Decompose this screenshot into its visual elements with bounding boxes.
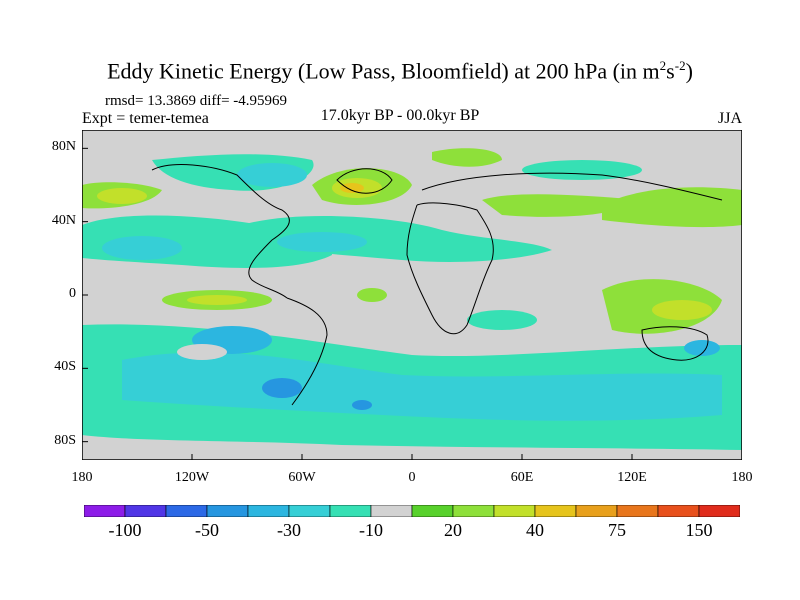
colorbar-cell [698,505,740,517]
lat-label: 0 [69,286,76,301]
colorbar-cell [534,505,577,517]
lon-label: 120E [617,470,647,485]
colorbar-label: -50 [195,520,219,540]
n-pacific-positive [602,187,742,228]
s-atlantic-low [352,400,372,410]
season-label: JJA [717,110,742,127]
colorbar-cell [493,505,536,517]
lat-label: 80S [54,432,76,448]
colorbar-label: -30 [277,520,301,540]
tropical-atlantic-positive [357,288,387,302]
atlantic-core [277,232,367,252]
experiment-label: Expt = temer-temea [82,110,209,127]
australia-coast [641,326,709,361]
lon-label: 0 [408,470,416,485]
lon-label: 180 [71,470,93,485]
lat-label: 80N [51,139,76,155]
gap-south-pacific [177,344,227,360]
stats-text: rmsd= 13.3869 diff= -4.95969 [105,93,288,109]
colorbar-cell [165,505,208,517]
s-america-low [262,378,302,398]
colorbar-cell [575,505,618,517]
lon-label: 60E [510,470,534,485]
map-plot [82,130,742,460]
south-america-coast [286,297,328,406]
colorbar-cell [124,505,167,517]
map-field [82,130,742,460]
colorbar-cell [616,505,659,517]
lat-label: 40N [51,212,76,228]
arctic-negative [522,160,642,180]
canada-core [237,163,307,187]
eurasia-coast [421,172,723,201]
greenland-coast [336,168,393,194]
colorbar-label: 40 [526,520,544,540]
colorbar [84,505,740,517]
n-pacific-core [102,236,182,260]
colorbar-cell [84,505,126,517]
colorbar-cell [452,505,495,517]
colorbar-label: -100 [108,520,142,540]
colorbar-label: -10 [359,520,383,540]
north-america-coast [151,164,290,299]
lon-label: 120W [174,470,210,485]
colorbar-label: 150 [685,520,713,540]
colorbar-cell [370,505,413,517]
australia-low [684,340,720,356]
maritime-continent-core [652,300,712,320]
colorbar-cell [657,505,700,517]
colorbar-cell [329,505,372,517]
dateline-core [97,188,147,204]
southern-ocean-core [122,352,722,421]
coastlines [151,164,723,406]
colorbar-cell [411,505,454,517]
n-atlantic-positive-peak [340,183,364,193]
colorbar-label: 75 [608,520,626,540]
colorbar-cells [84,505,740,517]
lat-label: 40S [54,359,76,375]
lon-label: 180 [731,470,753,485]
colorbar-cell [206,505,249,517]
period-label: 17.0kyr BP - 00.0kyr BP [320,107,480,124]
siberia-positive [432,148,502,167]
map-title: Eddy Kinetic Energy (Low Pass, Bloomfiel… [107,58,693,84]
lon-label: 60W [288,470,316,485]
colorbar-cell [247,505,290,517]
colorbar-label: 20 [444,520,462,540]
map-ticks [82,147,742,460]
tropical-pacific-core [187,295,247,305]
africa-coast [406,202,494,335]
colorbar-cell [288,505,331,517]
indian-ocean-negative [467,310,537,330]
